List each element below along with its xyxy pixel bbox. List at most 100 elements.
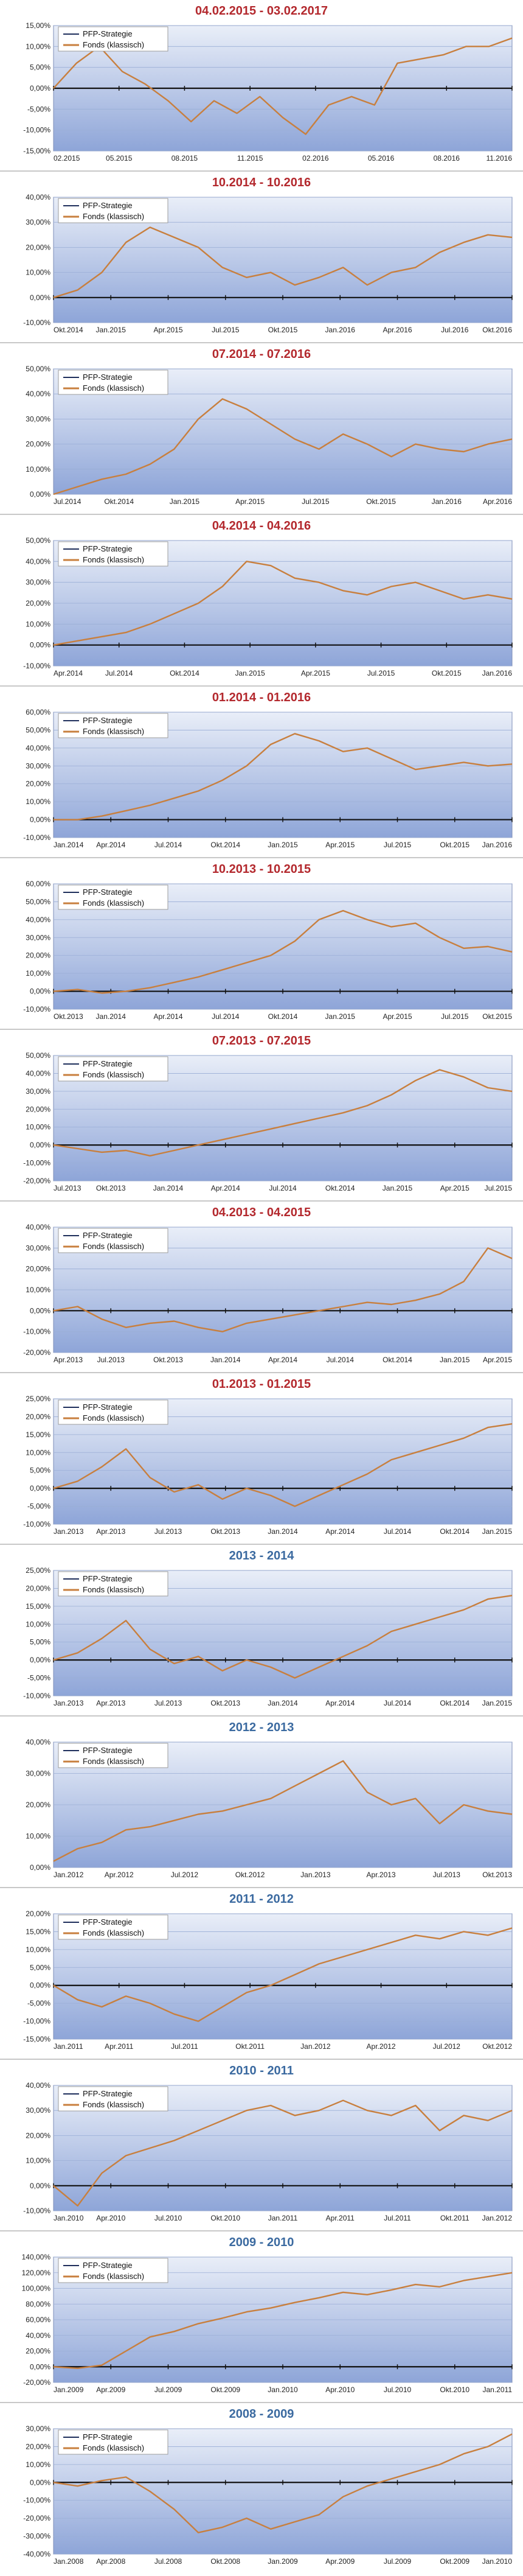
chart-title: 2011 - 2012: [229, 1892, 294, 1906]
y-tick-label: 15,00%: [26, 1927, 50, 1936]
legend-box: [58, 1228, 168, 1253]
y-tick-label: 20,00%: [26, 2131, 50, 2140]
y-tick-label: 10,00%: [26, 969, 50, 978]
y-tick-label: -5,00%: [27, 1502, 50, 1511]
y-tick-label: 20,00%: [26, 440, 50, 449]
x-tick-label: Jan.2011: [54, 2042, 83, 2051]
series-line-fonds-klassisch: [53, 1423, 513, 1507]
x-tick-label: Jan.2016: [325, 326, 356, 334]
x-tick-label: Jul.2015: [384, 841, 412, 849]
series-line-fonds-klassisch: [53, 1927, 513, 2022]
x-tick-label: Jul.2012: [433, 2042, 461, 2051]
x-tick-label: Apr.2008: [96, 2557, 125, 2566]
x-tick-label: Jan.2010: [268, 2385, 298, 2394]
x-tick-label: Apr.2012: [367, 2042, 396, 2051]
y-tick-label: 60,00%: [26, 2315, 50, 2324]
legend-label: Fonds (klassisch): [83, 1413, 144, 1423]
x-tick-label: Apr.2015: [440, 1184, 469, 1192]
series-line-fonds-klassisch: [53, 2272, 513, 2370]
x-tick-label: Jul.2014: [105, 669, 133, 677]
x-tick-label: Jul.2013: [97, 1356, 125, 1364]
x-tick-label: 02.2015: [54, 154, 80, 163]
y-tick-label: 0,00%: [30, 987, 50, 996]
x-tick-label: Apr.2014: [211, 1184, 240, 1192]
x-tick-label: Jan.2011: [268, 2214, 298, 2222]
x-tick-label: Jan.2015: [96, 326, 126, 334]
x-tick-label: Jul.2014: [384, 1699, 412, 1707]
x-tick-label: Jul.2014: [327, 1356, 355, 1364]
series-line-fonds-klassisch: [53, 37, 513, 135]
legend-label: Fonds (klassisch): [83, 2100, 144, 2109]
x-tick-label: Jan.2015: [482, 1527, 513, 1536]
y-tick-label: 0,00%: [30, 1141, 50, 1149]
x-tick-label: Jan.2015: [482, 1699, 513, 1707]
y-tick-label: 0,00%: [30, 1656, 50, 1664]
y-tick-label: -30,00%: [23, 2532, 50, 2541]
y-tick-label: -10,00%: [23, 2496, 50, 2505]
y-tick-label: 15,00%: [26, 1430, 50, 1439]
legend-box: [58, 26, 168, 52]
x-tick-label: Okt.2013: [210, 1699, 240, 1707]
line-chart: 40,00% 30,00% 20,00% 10,00% 0,00% Jan.2012 Apr…: [26, 1738, 513, 1879]
y-tick-label: 60,00%: [26, 880, 50, 888]
y-tick-label: -20,00%: [23, 1177, 50, 1185]
legend-box: [58, 198, 168, 223]
y-tick-label: 50,00%: [26, 726, 50, 734]
y-tick-label: 5,00%: [30, 63, 50, 72]
x-tick-label: Jul.2015: [441, 1012, 469, 1021]
y-tick-label: 30,00%: [26, 578, 50, 587]
y-tick-label: 40,00%: [26, 390, 50, 398]
series-line-fonds-klassisch: [53, 1595, 513, 1679]
x-tick-label: Okt.2015: [482, 1012, 512, 1021]
y-tick-label: 10,00%: [26, 1832, 50, 1841]
x-tick-label: Jan.2010: [482, 2557, 513, 2566]
y-tick-label: 15,00%: [26, 1602, 50, 1611]
x-tick-label: Apr.2015: [235, 497, 265, 506]
x-tick-label: Jan.2015: [383, 1184, 413, 1192]
y-tick-label: 0,00%: [30, 490, 50, 499]
x-tick-label: Jul.2011: [171, 2042, 198, 2051]
legend-box: [58, 884, 168, 910]
legend-box: [58, 2086, 168, 2112]
x-tick-label: Apr.2013: [367, 1871, 396, 1879]
x-tick-label: Okt.2008: [210, 2557, 240, 2566]
x-tick-label: 05.2016: [368, 154, 395, 163]
y-tick-label: 0,00%: [30, 2182, 50, 2190]
x-tick-label: Apr.2013: [54, 1356, 83, 1364]
x-tick-label: Jul.2014: [384, 1527, 412, 1536]
legend-label: PFP-Strategie: [83, 544, 133, 553]
x-tick-label: Jul.2013: [154, 1699, 182, 1707]
y-tick-label: 0,00%: [30, 2478, 50, 2487]
legend-box: [58, 369, 168, 395]
series-line-fonds-klassisch: [53, 1760, 513, 1862]
y-tick-label: 5,00%: [30, 1963, 50, 1972]
legend-label: Fonds (klassisch): [83, 727, 144, 736]
y-tick-label: 40,00%: [26, 2331, 50, 2340]
x-tick-label: Okt.2010: [440, 2385, 469, 2394]
x-tick-label: Jan.2012: [300, 2042, 331, 2051]
y-tick-label: 20,00%: [26, 1801, 50, 1809]
legend-box: [58, 713, 168, 738]
line-chart: 40,00% 30,00% 20,00% 10,00% 0,00% -10,00% Jan.…: [23, 2082, 513, 2222]
chart-panel: 07.2014 - 07.2016 50,00% 40,00% 30,00% 20,00…: [0, 343, 523, 515]
x-tick-label: Okt.2013: [96, 1184, 126, 1192]
y-tick-label: 20,00%: [26, 2442, 50, 2451]
chart-panel: 2011 - 2012 20,00% 15,00% 10,00% 5,00% 0,00% -…: [0, 1888, 523, 2060]
legend-label: Fonds (klassisch): [83, 898, 144, 908]
x-tick-label: Apr.2011: [105, 2042, 133, 2051]
x-tick-label: Jul.2009: [154, 2385, 182, 2394]
x-tick-label: Jul.2014: [212, 1012, 240, 1021]
y-tick-label: 40,00%: [26, 744, 50, 752]
y-tick-label: 0,00%: [30, 1981, 50, 1990]
x-tick-label: Apr.2016: [483, 497, 512, 506]
line-chart: 140,00% 120,00% 100,00% 80,00% 60,00% 40,00% 2…: [22, 2253, 513, 2394]
x-tick-label: Jan.2014: [54, 841, 84, 849]
x-tick-label: Jan.2015: [325, 1012, 356, 1021]
x-tick-label: Okt.2014: [440, 1699, 469, 1707]
x-tick-label: Okt.2014: [170, 669, 199, 677]
x-tick-label: 02.2016: [302, 154, 329, 163]
